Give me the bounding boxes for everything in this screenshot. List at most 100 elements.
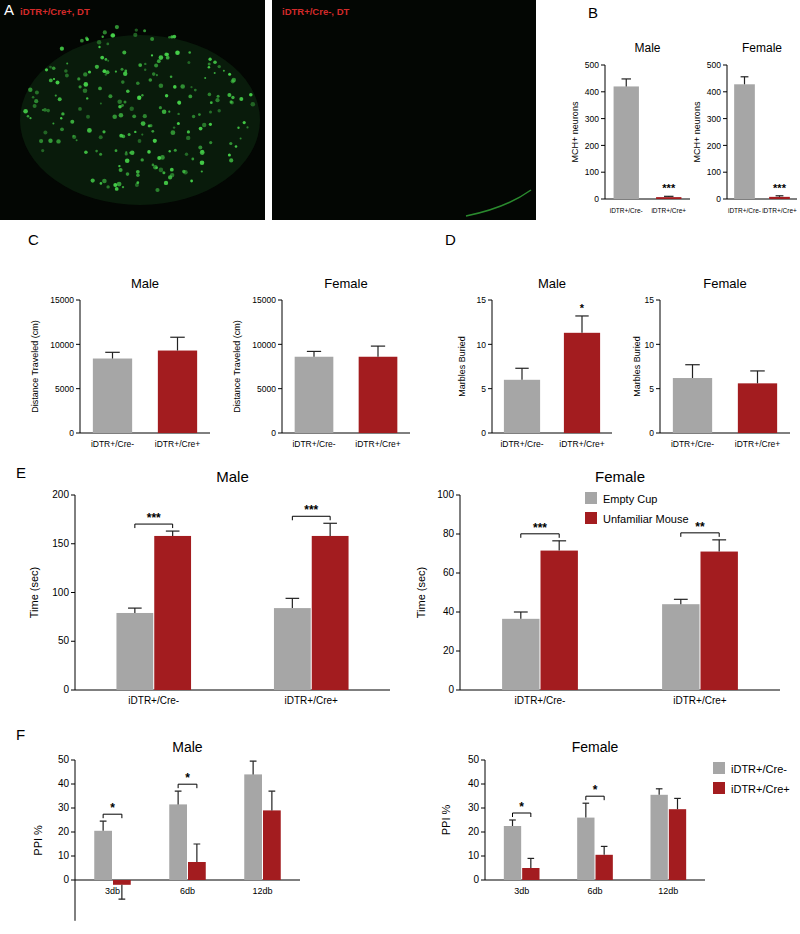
y-tick-label: 60 xyxy=(443,567,455,578)
category-label: 6db xyxy=(180,886,195,896)
cell xyxy=(159,83,164,88)
image-label: iDTR+/Cre-, DT xyxy=(282,6,349,17)
y-tick-label: 0 xyxy=(473,874,479,885)
y-tick-label: 500 xyxy=(585,60,599,70)
y-tick-label: 0 xyxy=(271,428,276,438)
cell xyxy=(135,28,138,31)
error-cap xyxy=(175,791,182,792)
y-tick xyxy=(601,145,605,146)
error-bar xyxy=(172,531,173,536)
error-cap xyxy=(664,196,673,197)
cell xyxy=(117,182,122,187)
marks xyxy=(116,523,348,690)
cell xyxy=(159,55,164,60)
cell xyxy=(209,110,212,113)
cell xyxy=(43,130,47,134)
cell xyxy=(227,93,231,97)
cell xyxy=(125,151,127,153)
significance: * xyxy=(580,302,585,314)
y-tick-label: 5 xyxy=(649,384,654,394)
cell xyxy=(98,87,102,91)
error-cap xyxy=(712,539,726,540)
bar xyxy=(113,880,131,885)
cell xyxy=(155,188,159,192)
cell xyxy=(115,149,118,152)
chart-title: Male xyxy=(634,41,660,55)
cell xyxy=(218,65,221,68)
cell xyxy=(185,153,188,156)
y-axis xyxy=(727,65,728,199)
y-tick-label: 100 xyxy=(52,587,69,598)
error-cap xyxy=(100,821,107,822)
cell xyxy=(190,180,193,183)
y-tick xyxy=(456,495,460,496)
cell xyxy=(214,72,216,74)
y-axis-label: PPI % xyxy=(440,805,452,836)
bar xyxy=(504,826,521,880)
cell xyxy=(113,183,117,187)
cell xyxy=(106,70,110,74)
error-cap xyxy=(170,337,185,338)
y-tick xyxy=(488,388,492,389)
category-label: 3db xyxy=(105,886,120,896)
y-tick xyxy=(481,832,485,833)
cell xyxy=(60,47,64,51)
y-tick xyxy=(723,145,727,146)
bar xyxy=(502,619,539,690)
bar xyxy=(596,855,613,880)
cell xyxy=(100,103,102,105)
y-tick xyxy=(278,300,282,301)
cell xyxy=(79,85,82,88)
cell xyxy=(32,96,35,99)
y-tick xyxy=(656,300,660,301)
cell xyxy=(143,29,146,32)
y-axis-label: Time (sec) xyxy=(28,567,40,619)
y-tick-label: 10 xyxy=(58,850,70,861)
category-label: iDTR+/Cre+ xyxy=(355,439,400,449)
error-cap xyxy=(250,761,257,762)
y-axis xyxy=(660,300,661,433)
error-bar xyxy=(719,540,720,552)
cell xyxy=(230,100,233,103)
cell xyxy=(170,173,174,177)
cell xyxy=(249,93,253,97)
marks xyxy=(93,337,197,433)
cell xyxy=(23,109,28,114)
cell xyxy=(130,150,135,155)
cell xyxy=(128,133,131,136)
error-bar xyxy=(585,803,586,817)
cell xyxy=(168,36,171,39)
cell xyxy=(138,63,142,67)
error-bar xyxy=(292,598,293,608)
cell xyxy=(100,182,103,185)
y-tick-label: 20 xyxy=(468,826,480,837)
cell xyxy=(106,43,109,46)
cell xyxy=(177,113,179,115)
bar xyxy=(359,357,398,433)
cell xyxy=(215,98,219,102)
category-label: iDTR+/Cre- xyxy=(128,695,179,706)
legend-label: Empty Cup xyxy=(603,493,657,505)
cell xyxy=(229,142,232,145)
y-tick xyxy=(488,344,492,345)
cell xyxy=(239,97,243,101)
cell xyxy=(49,66,52,69)
cell xyxy=(229,158,233,162)
error-cap xyxy=(194,843,201,844)
y-tick-label: 100 xyxy=(437,489,454,500)
y-tick-label: 10 xyxy=(468,850,480,861)
y-tick-label: 40 xyxy=(443,606,455,617)
cell xyxy=(126,172,130,176)
y-tick xyxy=(456,612,460,613)
cell xyxy=(218,109,221,112)
cell xyxy=(125,158,130,163)
error-bar xyxy=(103,821,104,831)
cell xyxy=(45,68,48,71)
cell xyxy=(97,40,101,44)
y-tick-label: 30 xyxy=(468,802,480,813)
cell xyxy=(164,53,168,57)
cell xyxy=(240,138,242,140)
significance: * xyxy=(185,771,190,785)
legend-swatch xyxy=(713,762,725,774)
error-cap xyxy=(674,599,688,600)
